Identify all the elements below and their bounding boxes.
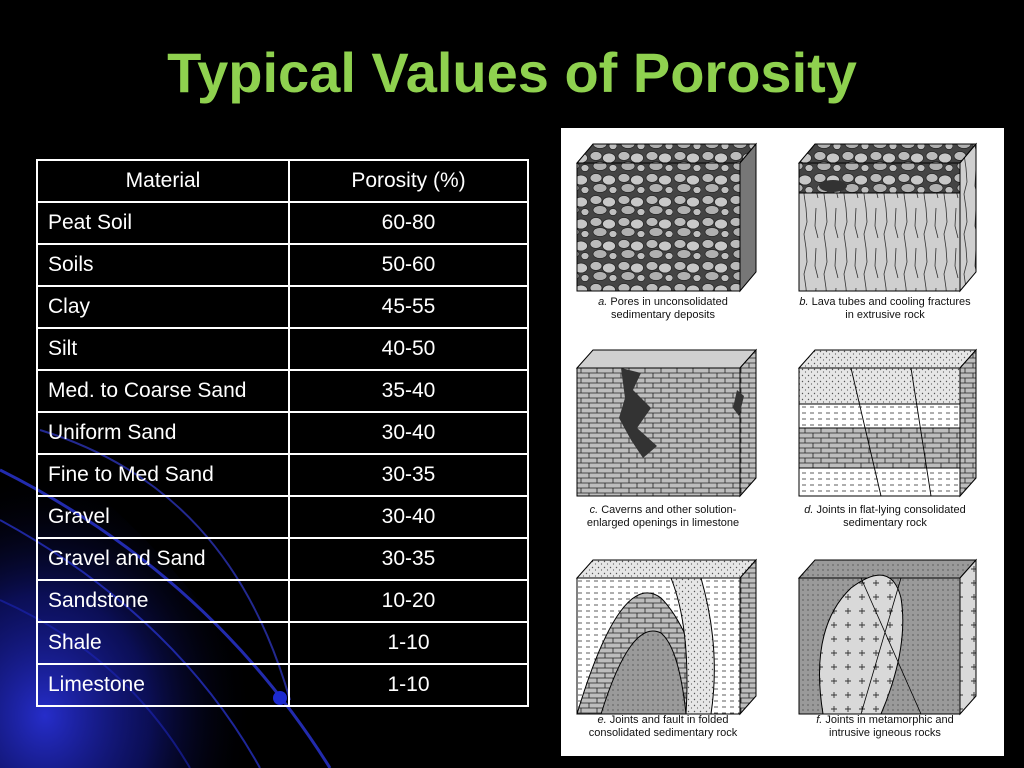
porosity-cell: 30-40 bbox=[288, 411, 529, 455]
caption-e-letter: e. bbox=[597, 714, 607, 726]
column-header-material: Material bbox=[36, 159, 290, 203]
porosity-cell: 50-60 bbox=[288, 243, 529, 287]
material-cell: Shale bbox=[36, 621, 290, 665]
material-cell: Med. to Coarse Sand bbox=[36, 369, 290, 413]
caption-d: d. Joints in flat-lying consolidated sed… bbox=[795, 504, 975, 530]
porosity-table: Material Porosity (%) Peat Soil 60-80 Soi… bbox=[36, 159, 529, 707]
table-row: Shale 1-10 bbox=[36, 621, 529, 665]
material-cell: Peat Soil bbox=[36, 201, 290, 245]
caption-a: a. Pores in unconsolidated sedimentary d… bbox=[573, 296, 753, 322]
table-row: Med. to Coarse Sand 35-40 bbox=[36, 369, 529, 413]
slide-title: Typical Values of Porosity bbox=[167, 41, 857, 104]
table-row: Uniform Sand 30-40 bbox=[36, 411, 529, 455]
material-cell: Limestone bbox=[36, 663, 290, 707]
material-cell: Soils bbox=[36, 243, 290, 287]
material-cell: Gravel and Sand bbox=[36, 537, 290, 581]
panel-f-diagram bbox=[797, 558, 978, 716]
material-cell: Uniform Sand bbox=[36, 411, 290, 455]
porosity-cell: 60-80 bbox=[288, 201, 529, 245]
panel-d-diagram bbox=[797, 348, 978, 498]
material-cell: Fine to Med Sand bbox=[36, 453, 290, 497]
caption-b: b. Lava tubes and cooling fractures in e… bbox=[795, 296, 975, 322]
block-diagrams bbox=[575, 142, 978, 716]
porosity-cell: 1-10 bbox=[288, 621, 529, 665]
porosity-cell: 40-50 bbox=[288, 327, 529, 371]
table-row: Limestone 1-10 bbox=[36, 663, 529, 707]
caption-c-letter: c. bbox=[589, 504, 599, 516]
porosity-cell: 45-55 bbox=[288, 285, 529, 329]
panel-e-diagram bbox=[575, 558, 758, 716]
caption-a-text: Pores in unconsolidated sedimentary depo… bbox=[610, 296, 728, 321]
column-header-porosity: Porosity (%) bbox=[288, 159, 529, 203]
porosity-cell: 1-10 bbox=[288, 663, 529, 707]
panel-b-diagram bbox=[797, 142, 978, 293]
table-row: Soils 50-60 bbox=[36, 243, 529, 287]
caption-b-text: Lava tubes and cooling fractures in extr… bbox=[811, 296, 971, 321]
caption-f-letter: f. bbox=[816, 714, 823, 726]
table-row: Peat Soil 60-80 bbox=[36, 201, 529, 245]
table-row: Fine to Med Sand 30-35 bbox=[36, 453, 529, 497]
panel-a-diagram bbox=[575, 142, 758, 293]
material-cell: Clay bbox=[36, 285, 290, 329]
caption-e-text: Joints and fault in folded consolidated … bbox=[588, 714, 738, 739]
panel-c-diagram bbox=[575, 348, 758, 498]
table-header-row: Material Porosity (%) bbox=[36, 159, 529, 203]
material-cell: Silt bbox=[36, 327, 290, 371]
caption-f: f. Joints in metamorphic and intrusive i… bbox=[795, 714, 975, 740]
material-cell: Sandstone bbox=[36, 579, 290, 623]
table-row: Silt 40-50 bbox=[36, 327, 529, 371]
porosity-cell: 10-20 bbox=[288, 579, 529, 623]
caption-d-text: Joints in flat-lying consolidated sedime… bbox=[816, 504, 966, 529]
porosity-cell: 30-35 bbox=[288, 453, 529, 497]
porosity-cell: 30-40 bbox=[288, 495, 529, 539]
caption-b-letter: b. bbox=[799, 296, 809, 308]
table-row: Clay 45-55 bbox=[36, 285, 529, 329]
caption-e: e. Joints and fault in folded consolidat… bbox=[573, 714, 753, 740]
caption-c-text: Caverns and other solution-enlarged open… bbox=[586, 504, 740, 529]
porosity-cell: 35-40 bbox=[288, 369, 529, 413]
caption-c: c. Caverns and other solution-enlarged o… bbox=[573, 504, 753, 530]
table-row: Sandstone 10-20 bbox=[36, 579, 529, 623]
porosity-types-figure: a. Pores in unconsolidated sedimentary d… bbox=[561, 128, 1004, 756]
table-row: Gravel and Sand 30-35 bbox=[36, 537, 529, 581]
porosity-cell: 30-35 bbox=[288, 537, 529, 581]
material-cell: Gravel bbox=[36, 495, 290, 539]
caption-d-letter: d. bbox=[804, 504, 814, 516]
table-row: Gravel 30-40 bbox=[36, 495, 529, 539]
caption-f-text: Joints in metamorphic and intrusive igne… bbox=[825, 714, 954, 739]
caption-a-letter: a. bbox=[598, 296, 608, 308]
